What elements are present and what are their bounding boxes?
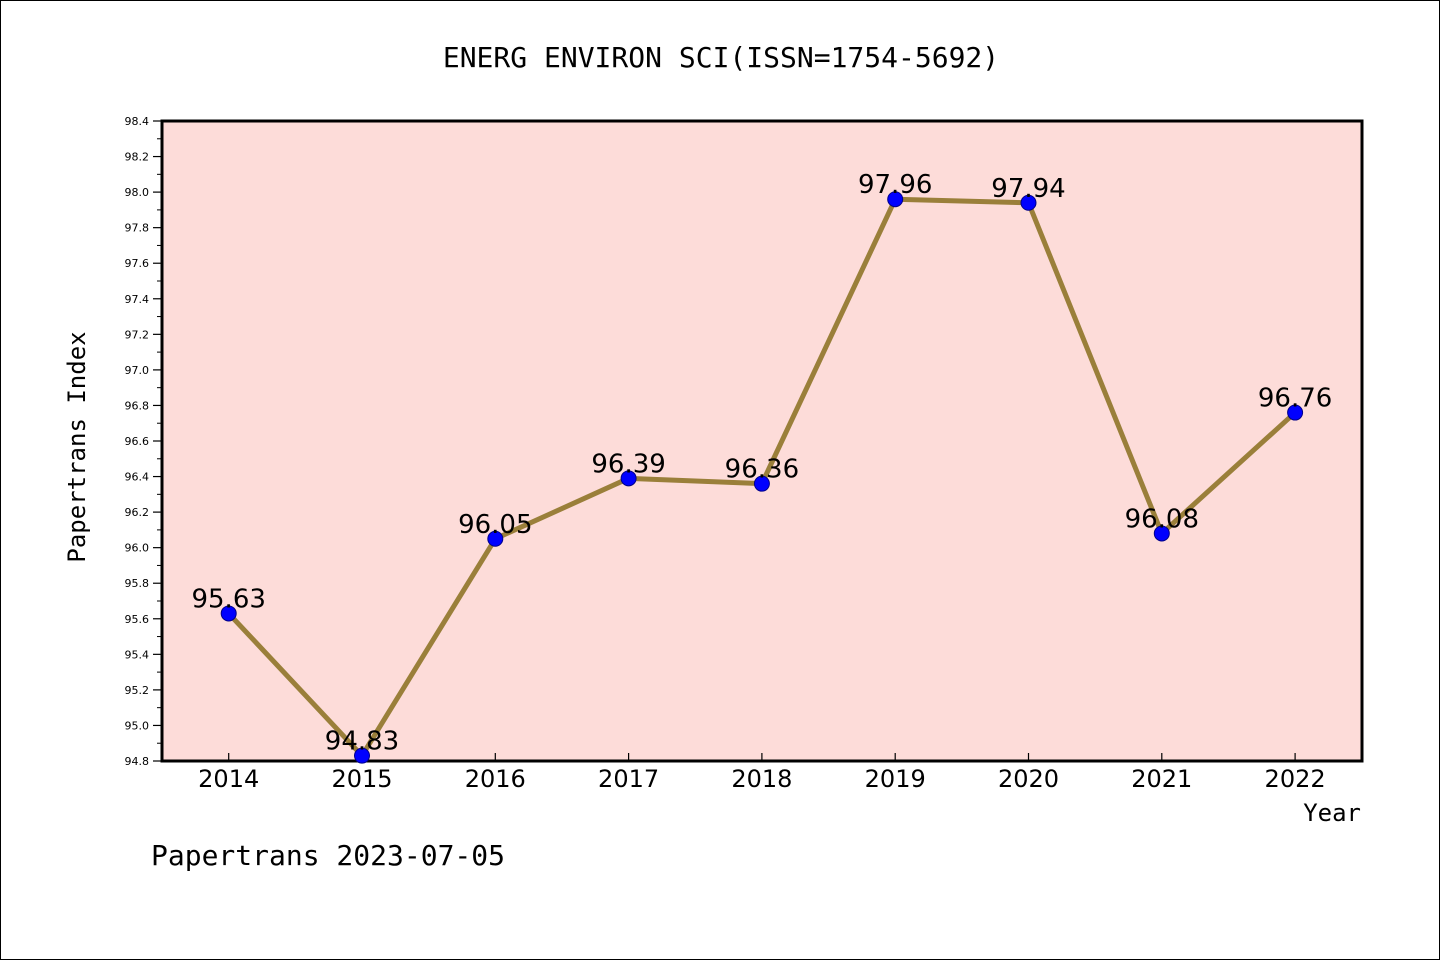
y-tick-label: 97.6: [125, 257, 150, 270]
data-label: 97.94: [991, 174, 1065, 204]
series-papertrans-index: 95.63 94.83 96.05 96.39 96.36 97.96 97.94 96.08…: [191, 170, 1332, 764]
y-axis: 94.8 95.0 95.2 95.4 95.6 95.8 96.0 96.2 96.4 96.6…: [125, 115, 162, 768]
y-tick-label: 96.6: [125, 435, 150, 448]
data-point: [354, 747, 370, 764]
y-tick-label: 97.0: [125, 364, 150, 377]
data-point: [1153, 525, 1170, 542]
y-tick-label: 98.0: [125, 186, 150, 199]
y-tick-label: 95.8: [125, 577, 150, 590]
x-tick-label: 2021: [1131, 765, 1192, 793]
x-tick-label: 2019: [865, 765, 926, 793]
y-tick-label: 95.4: [125, 648, 150, 661]
x-tick-label: 2015: [331, 765, 392, 793]
y-tick-label: 96.2: [125, 506, 150, 519]
x-tick-label: 2014: [198, 765, 259, 793]
data-label: 96.39: [591, 449, 665, 479]
y-axis-label: Papertrans Index: [63, 331, 91, 562]
data-point: [1020, 194, 1037, 211]
x-tick-label: 2016: [465, 765, 526, 793]
y-tick-label: 96.8: [125, 399, 150, 412]
y-tick-label: 97.2: [125, 328, 150, 341]
y-tick-label: 96.0: [125, 542, 150, 555]
data-point: [220, 605, 237, 622]
x-tick-label: 2017: [598, 765, 659, 793]
y-tick-label: 97.8: [125, 222, 150, 235]
y-tick-label: 95.2: [125, 684, 150, 697]
y-tick-label: 95.0: [125, 719, 150, 732]
data-label: 97.96: [858, 170, 932, 200]
y-tick-label: 95.6: [125, 613, 150, 626]
data-point: [753, 475, 770, 492]
y-tick-label: 96.4: [125, 471, 150, 484]
y-tick-label: 94.8: [125, 755, 150, 768]
data-point: [620, 470, 637, 487]
x-axis-label: Year: [1303, 799, 1361, 827]
data-label: 96.76: [1258, 384, 1332, 414]
data-label: 94.83: [325, 727, 399, 757]
data-point: [1287, 404, 1304, 421]
x-tick-label: 2018: [731, 765, 792, 793]
chart-title: ENERG ENVIRON SCI(ISSN=1754-5692): [443, 41, 999, 74]
data-label: 96.36: [725, 455, 799, 485]
data-label: 96.05: [458, 510, 532, 540]
plot-area: [160, 119, 1364, 763]
data-point: [887, 191, 904, 208]
data-label: 95.63: [191, 584, 265, 614]
x-tick-label: 2022: [1265, 765, 1326, 793]
x-tick-label: 2020: [998, 765, 1059, 793]
y-tick-label: 97.4: [125, 293, 150, 306]
data-label: 96.08: [1125, 504, 1199, 534]
footer-note: Papertrans 2023-07-05: [151, 839, 505, 872]
data-point: [487, 530, 504, 547]
y-tick-label: 98.4: [125, 115, 150, 128]
y-tick-label: 98.2: [125, 151, 150, 164]
x-axis: 2014 2015 2016 2017 2018 2019 2020 2021 2022: [198, 753, 1326, 793]
